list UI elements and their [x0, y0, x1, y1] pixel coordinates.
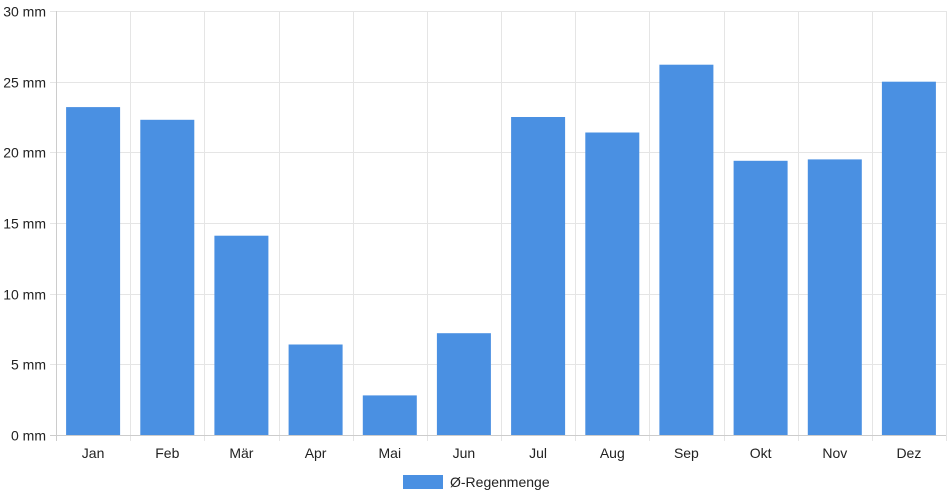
y-tick-label: 5 mm: [11, 357, 46, 373]
bar-jul: [511, 117, 566, 435]
y-tick-label: 0 mm: [11, 428, 46, 444]
x-tick-label: Apr: [305, 445, 327, 461]
axes: [56, 11, 946, 436]
bar-dez: [881, 81, 936, 435]
grid-lines: [50, 11, 947, 441]
bar-mai: [362, 395, 417, 435]
x-tick-label: Sep: [674, 445, 699, 461]
legend-swatch: [403, 475, 443, 489]
y-tick-label: 15 mm: [3, 216, 46, 232]
legend: Ø-Regenmenge: [403, 474, 550, 490]
bar-jan: [66, 107, 121, 435]
x-tick-label: Nov: [822, 445, 847, 461]
y-tick-label: 10 mm: [3, 287, 46, 303]
bar-nov: [807, 159, 862, 435]
x-tick-label: Dez: [896, 445, 921, 461]
bar-okt: [733, 160, 788, 436]
x-tick-label: Okt: [750, 445, 772, 461]
bar-feb: [140, 119, 195, 436]
x-tick-label: Jun: [453, 445, 476, 461]
bars: [66, 64, 936, 436]
x-tick-labels: Jan Feb Mär Apr Mai Jun Jul Aug Sep Okt Nov Dez: [82, 445, 922, 461]
bar-mär: [214, 235, 269, 435]
y-tick-labels: 0 mm 5 mm 10 mm 15 mm 20 mm 25 mm 30 mm: [3, 4, 46, 444]
x-tick-label: Aug: [600, 445, 625, 461]
bar-sep: [659, 64, 714, 435]
y-tick-label: 25 mm: [3, 75, 46, 91]
y-tick-label: 30 mm: [3, 4, 46, 20]
x-tick-label: Feb: [155, 445, 179, 461]
x-tick-label: Jan: [82, 445, 105, 461]
bar-apr: [288, 344, 343, 435]
legend-label: Ø-Regenmenge: [450, 474, 550, 490]
y-tick-label: 20 mm: [3, 145, 46, 161]
x-tick-label: Mai: [379, 445, 402, 461]
bar-aug: [585, 132, 640, 435]
x-tick-label: Jul: [529, 445, 547, 461]
x-tick-label: Mär: [229, 445, 253, 461]
bar-jun: [436, 333, 491, 435]
